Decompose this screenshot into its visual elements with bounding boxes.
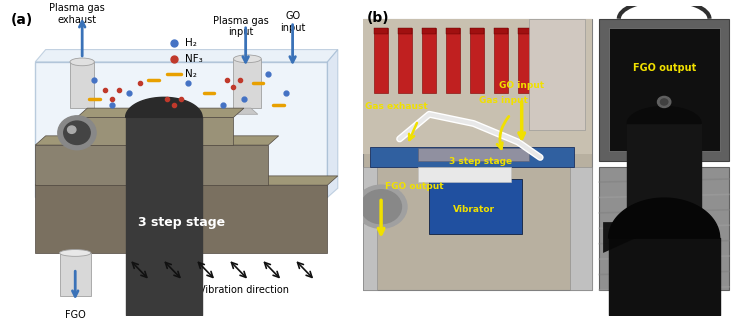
Bar [429,179,522,234]
Polygon shape [327,49,337,197]
Polygon shape [36,185,327,253]
Bar [234,59,261,108]
Polygon shape [77,117,234,145]
Text: (a): (a) [11,13,33,27]
Text: NF₃: NF₃ [185,54,203,64]
Polygon shape [36,145,269,185]
Bar [422,28,436,34]
Bar [494,28,508,93]
Polygon shape [603,222,666,253]
Circle shape [355,185,407,228]
Bar [418,148,529,160]
Ellipse shape [234,55,261,63]
Bar [70,62,95,108]
Text: Vibrator: Vibrator [453,205,494,214]
Bar [418,167,511,182]
Bar [374,28,388,34]
Bar [599,167,729,290]
Ellipse shape [70,58,95,66]
Polygon shape [126,97,202,117]
Bar [599,19,729,160]
Bar [363,19,592,154]
Polygon shape [628,107,702,124]
Bar [445,28,460,34]
Bar [445,28,460,93]
Bar [370,147,574,167]
Bar [609,28,720,151]
Circle shape [360,190,401,224]
Bar [470,28,484,93]
Bar [518,28,532,93]
Polygon shape [36,49,337,62]
Text: Plasma gas
exhaust: Plasma gas exhaust [49,3,105,25]
Text: Gas exhaust: Gas exhaust [365,102,427,111]
Text: FGO output: FGO output [385,182,443,191]
FancyBboxPatch shape [7,6,355,315]
Text: 3 step stage: 3 step stage [449,157,513,166]
Ellipse shape [59,249,91,256]
Polygon shape [77,108,244,117]
Text: FGO
output: FGO output [59,310,92,321]
Bar [363,167,377,290]
Text: GO
input: GO input [280,11,306,33]
Text: N₂: N₂ [185,69,197,79]
Text: (b): (b) [366,11,389,25]
Bar [570,167,592,290]
Text: Gas input: Gas input [479,96,528,105]
Text: Plasma gas
input: Plasma gas input [212,16,269,37]
Text: GO input: GO input [500,81,544,90]
Bar [398,28,411,34]
Circle shape [658,96,671,108]
Polygon shape [609,198,720,238]
Bar [363,19,592,290]
Bar [422,28,436,93]
Polygon shape [36,62,327,197]
Circle shape [661,99,668,105]
Text: H₂: H₂ [185,39,197,48]
Bar [529,19,585,130]
Polygon shape [36,136,279,145]
Polygon shape [36,176,337,185]
Bar [470,28,484,34]
Bar [59,253,91,296]
Bar [494,28,508,34]
Bar [398,28,411,93]
Bar [374,28,388,93]
Circle shape [64,121,90,144]
Polygon shape [237,108,258,114]
Circle shape [67,126,76,134]
Bar [518,28,532,34]
Text: 3 step stage: 3 step stage [138,216,225,229]
Circle shape [58,116,96,150]
Text: FGO output: FGO output [633,63,696,74]
Text: Vibration direction: Vibration direction [199,285,289,295]
